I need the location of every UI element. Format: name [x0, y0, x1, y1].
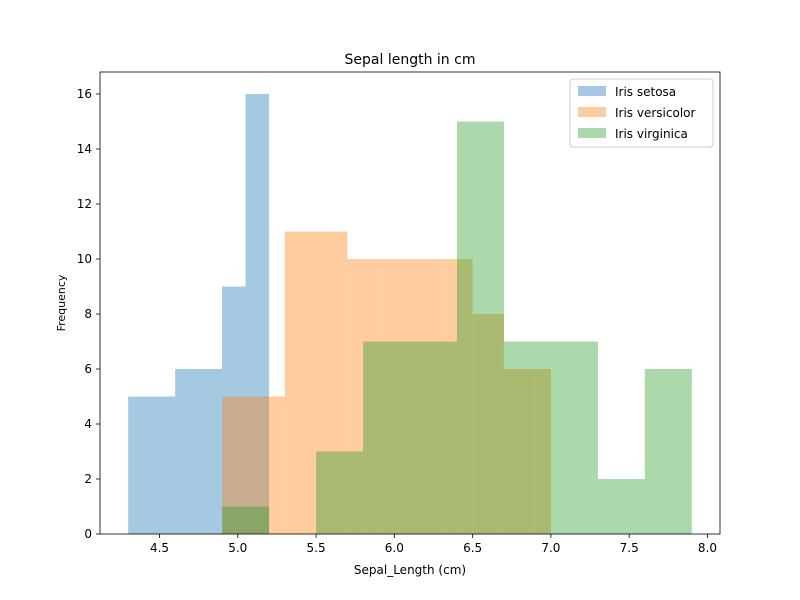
- x-axis-label: Sepal_Length (cm): [354, 563, 466, 577]
- histogram-bar-2-6: [378, 259, 410, 534]
- histogram-bar-2-3: [284, 231, 317, 534]
- histogram-bar-2-2: [253, 396, 285, 534]
- histogram-bar-3-10: [644, 369, 692, 534]
- y-tick-label: 2: [84, 472, 92, 486]
- histogram-bar-3-9: [597, 479, 645, 534]
- histogram-bar-3-4: [363, 341, 410, 534]
- histogram-bars: [128, 94, 692, 534]
- histogram-bar-1-2: [151, 396, 176, 534]
- legend-label: Iris virginica: [615, 127, 688, 141]
- histogram-bar-2-10: [503, 369, 536, 534]
- x-tick-label: 8.0: [698, 541, 717, 555]
- y-tick-label: 8: [84, 307, 92, 321]
- histogram-bar-2-1: [222, 396, 254, 534]
- histogram-bar-3-3: [316, 451, 364, 534]
- legend-swatch: [578, 128, 606, 138]
- legend-label: Iris versicolor: [615, 106, 695, 120]
- histogram-bar-1-4: [198, 369, 223, 534]
- legend: Iris setosa Iris versicolor Iris virginica: [569, 78, 714, 148]
- histogram-bar-1-3: [175, 369, 199, 534]
- histogram-bar-2-11: [535, 369, 551, 534]
- x-tick-label: 7.5: [620, 541, 639, 555]
- legend-label: Iris setosa: [615, 85, 676, 99]
- y-axis-label: Frequency: [55, 274, 68, 331]
- y-axis: 0 2 4 6 8 10 12 14 16: [77, 87, 100, 541]
- x-tick-label: 6.0: [385, 541, 404, 555]
- x-tick-label: 6.5: [463, 541, 482, 555]
- histogram-bar-2-5: [347, 259, 379, 534]
- histogram-bar-1-1: [128, 396, 152, 534]
- y-tick-label: 4: [84, 417, 92, 431]
- histogram-bar-2-4: [316, 231, 348, 534]
- histogram-bar-3-8: [550, 341, 598, 534]
- histogram-bar-2-9: [472, 314, 504, 534]
- histogram-bar-3-1: [222, 506, 270, 534]
- x-axis: 4.5 5.0 5.5 6.0 6.5 7.0 7.5 8.0: [150, 534, 717, 555]
- legend-swatch: [578, 86, 606, 96]
- y-tick-label: 0: [84, 527, 92, 541]
- y-tick-label: 10: [77, 252, 92, 266]
- x-tick-label: 5.0: [228, 541, 247, 555]
- x-tick-label: 7.0: [541, 541, 560, 555]
- legend-box: [569, 78, 714, 148]
- x-tick-label: 4.5: [150, 541, 169, 555]
- y-tick-label: 6: [84, 362, 92, 376]
- histogram-bar-3-5: [410, 341, 457, 534]
- plot-area-frame: [99, 71, 721, 535]
- histogram-bar-3-7: [503, 341, 551, 534]
- histogram-bar-1-5: [222, 286, 246, 534]
- x-tick-label: 5.5: [307, 541, 326, 555]
- histogram-bar-1-6: [245, 94, 270, 534]
- y-tick-label: 12: [77, 197, 92, 211]
- histogram-bar-2-8: [441, 259, 473, 534]
- histogram-bar-2-7: [410, 259, 442, 534]
- y-tick-label: 14: [77, 142, 92, 156]
- chart-title: Sepal length in cm: [345, 52, 476, 68]
- y-tick-label: 16: [77, 87, 92, 101]
- histogram-bar-3-6: [456, 121, 504, 534]
- legend-swatch: [578, 107, 606, 117]
